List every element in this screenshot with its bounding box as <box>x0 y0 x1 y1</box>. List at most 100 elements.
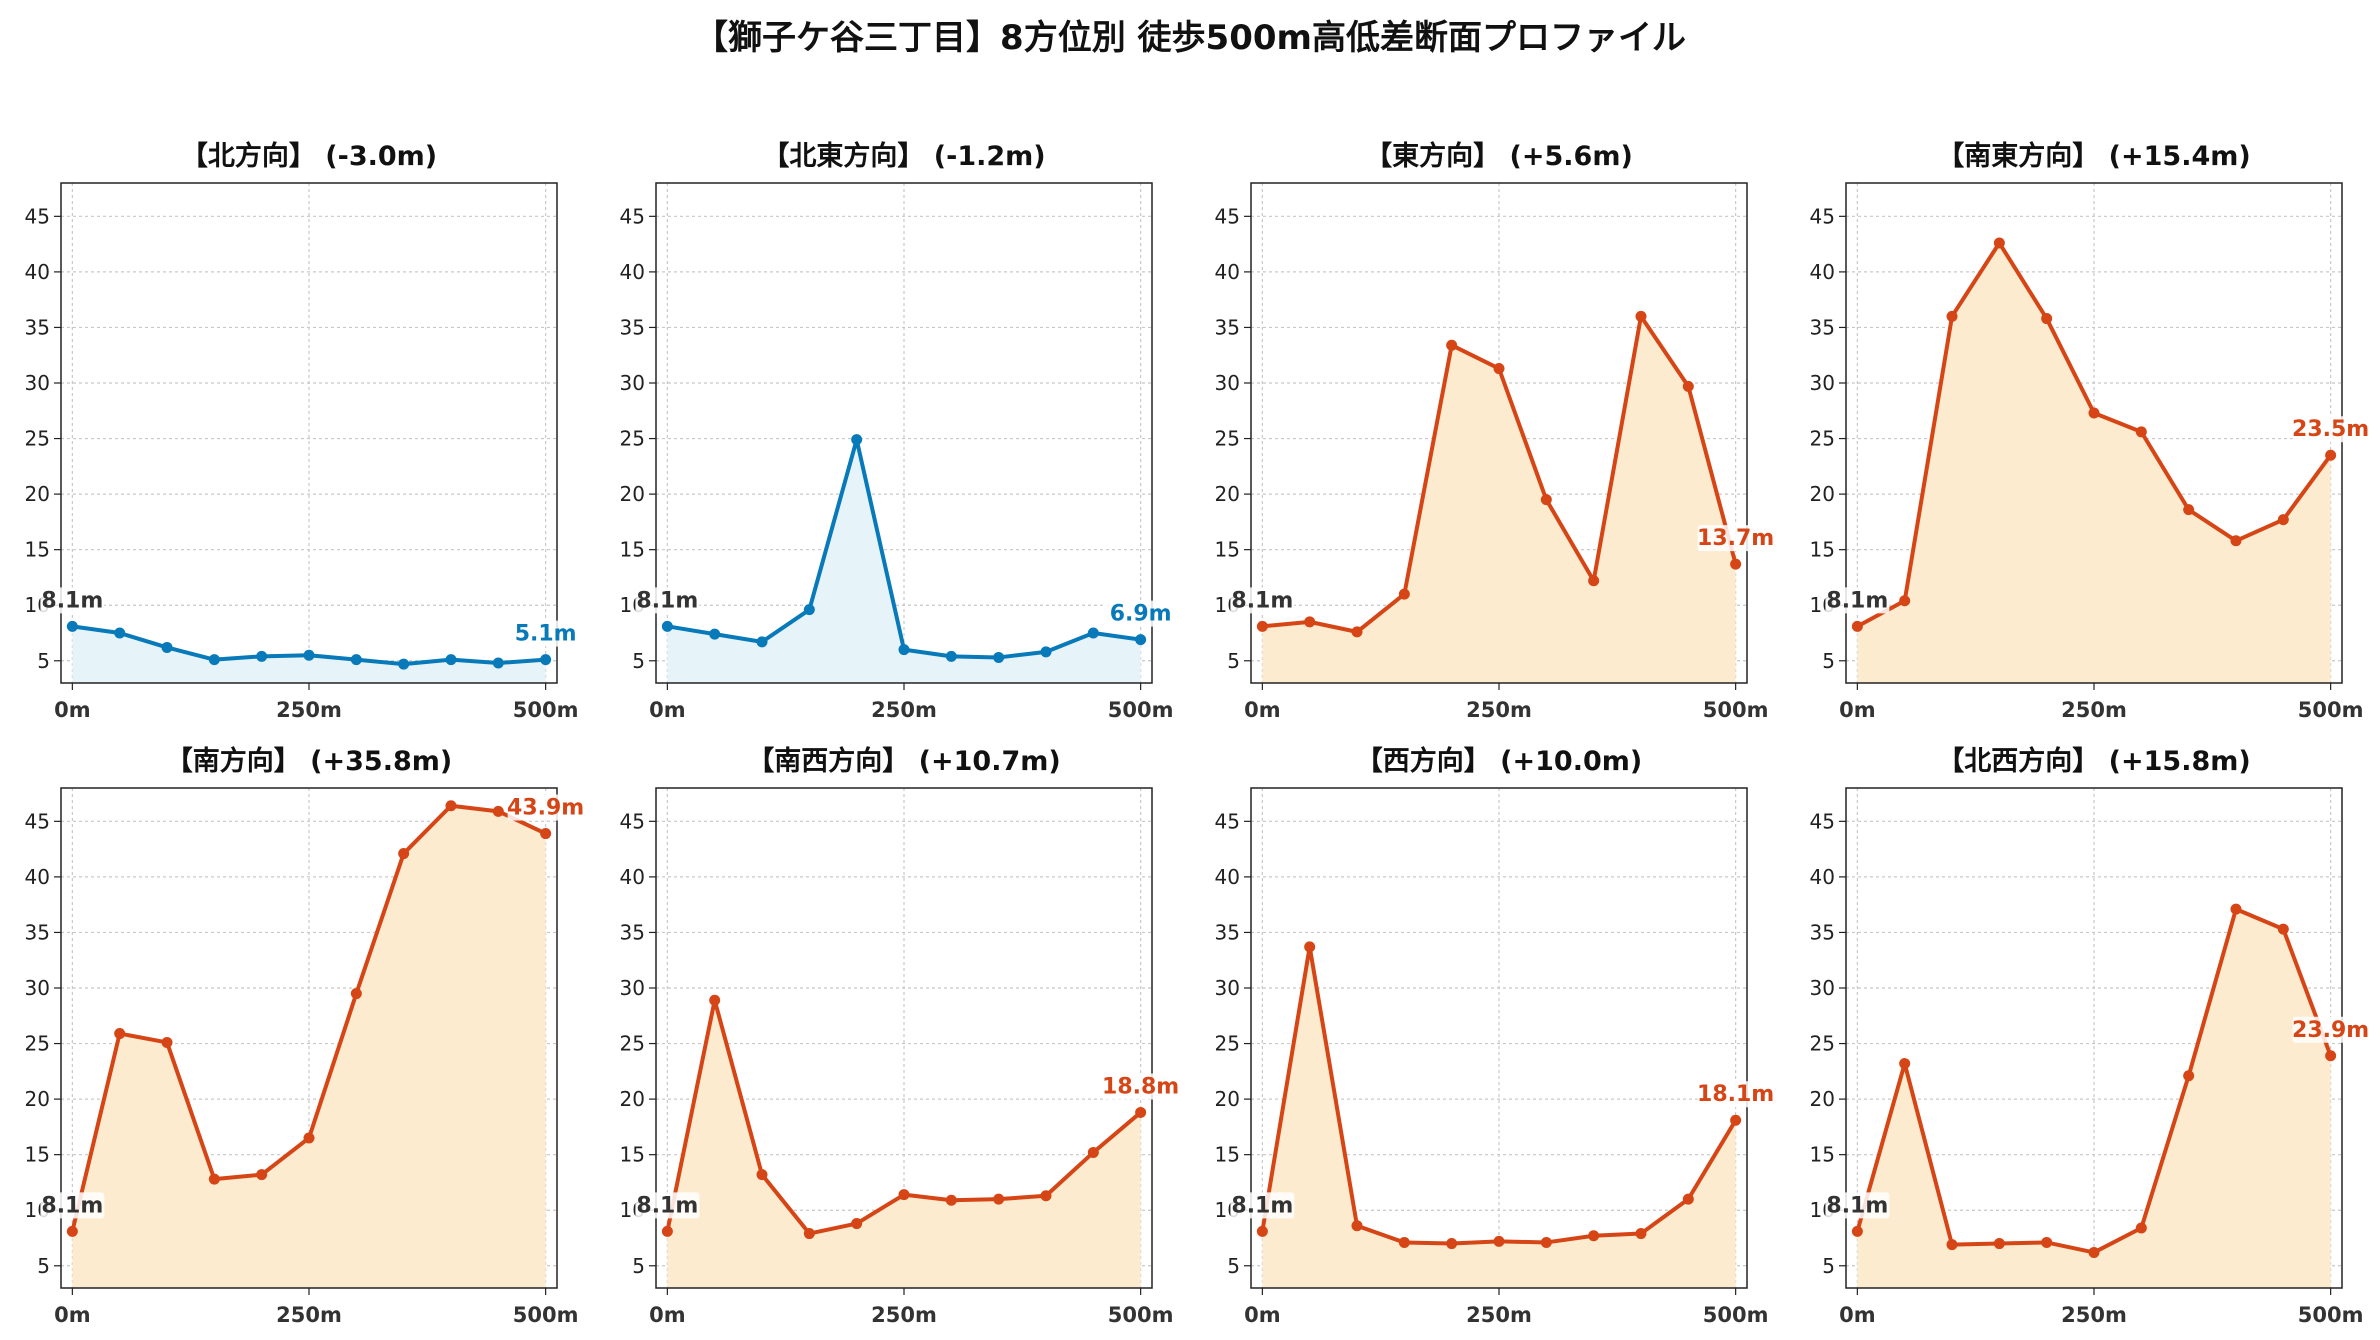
y-tick-label: 45 <box>620 204 645 228</box>
data-point <box>1493 1235 1505 1247</box>
profile-area <box>667 1000 1141 1288</box>
x-tick-label: 0m <box>54 698 91 722</box>
y-tick-label: 5 <box>1822 1254 1835 1278</box>
data-point <box>1087 1146 1099 1158</box>
x-tick-label: 250m <box>276 1303 342 1327</box>
figure-title: 【獅子ケ谷三丁目】8方位別 徒歩500m高低差断面プロファイル <box>694 18 1686 58</box>
data-point <box>993 651 1005 663</box>
data-point <box>803 604 815 616</box>
data-point <box>945 1194 957 1206</box>
x-tick-label: 250m <box>2061 1303 2127 1327</box>
x-tick-label: 0m <box>649 1303 686 1327</box>
subplot-title: 【北方向】 (-3.0m) <box>181 140 437 172</box>
data-point <box>1398 1236 1410 1248</box>
data-point <box>898 644 910 656</box>
start-elevation-label: 8.1m <box>41 1193 103 1218</box>
y-tick-label: 35 <box>25 920 50 944</box>
y-tick-label: 5 <box>1227 649 1240 673</box>
data-point <box>993 1193 1005 1205</box>
x-tick-label: 500m <box>513 1303 579 1327</box>
y-tick-label: 15 <box>1215 1143 1240 1167</box>
start-elevation-label: 8.1m <box>636 1193 698 1218</box>
data-point <box>1899 595 1911 607</box>
y-tick-label: 30 <box>1810 371 1835 395</box>
y-tick-label: 40 <box>1810 865 1835 889</box>
x-tick-label: 500m <box>1108 1303 1174 1327</box>
end-elevation-label: 23.9m <box>2292 1018 2369 1043</box>
y-tick-label: 45 <box>1215 204 1240 228</box>
y-tick-label: 40 <box>620 865 645 889</box>
y-tick-label: 25 <box>620 1032 645 1056</box>
data-point <box>66 1225 78 1237</box>
start-label-box <box>40 1192 105 1219</box>
y-tick-label: 20 <box>1810 482 1835 506</box>
data-point <box>1635 1228 1647 1240</box>
y-tick-label: 20 <box>1215 1087 1240 1111</box>
x-tick-label: 500m <box>2298 1303 2364 1327</box>
data-point <box>1256 1225 1268 1237</box>
data-point <box>1946 310 1958 322</box>
y-tick-label: 30 <box>1215 976 1240 1000</box>
profile-area <box>1857 243 2331 683</box>
end-label-box <box>1697 1081 1774 1108</box>
end-elevation-label: 18.1m <box>1697 1082 1774 1107</box>
start-label-box <box>40 587 105 614</box>
x-tick-label: 500m <box>1703 1303 1769 1327</box>
data-point <box>1087 627 1099 639</box>
data-point <box>1946 1239 1958 1251</box>
y-tick-label: 20 <box>1810 1087 1835 1111</box>
y-tick-label: 45 <box>1810 809 1835 833</box>
data-point <box>709 628 721 640</box>
y-tick-label: 20 <box>1215 482 1240 506</box>
y-tick-label: 5 <box>632 649 645 673</box>
subplot-title: 【西方向】 (+10.0m) <box>1356 745 1642 777</box>
y-tick-label: 25 <box>25 1032 50 1056</box>
end-label-box <box>1102 1073 1179 1100</box>
x-tick-label: 0m <box>1839 698 1876 722</box>
y-tick-label: 35 <box>620 920 645 944</box>
start-elevation-label: 8.1m <box>1231 1193 1293 1218</box>
data-point <box>803 1228 815 1240</box>
y-tick-label: 25 <box>1215 1032 1240 1056</box>
y-tick-label: 20 <box>25 482 50 506</box>
data-point <box>756 1169 768 1181</box>
start-elevation-label: 8.1m <box>1231 588 1293 613</box>
start-label-box <box>1230 1192 1295 1219</box>
x-tick-label: 250m <box>276 698 342 722</box>
y-tick-label: 35 <box>1810 920 1835 944</box>
data-point <box>2088 1246 2100 1258</box>
data-point <box>66 620 78 632</box>
data-point <box>1635 310 1647 322</box>
y-tick-label: 35 <box>1215 315 1240 339</box>
data-point <box>1351 1220 1363 1232</box>
start-label-box <box>1825 1192 1890 1219</box>
data-point <box>709 994 721 1006</box>
subplot-title: 【南東方向】 (+15.4m) <box>1937 140 2250 172</box>
data-point <box>398 658 410 670</box>
data-point <box>161 641 173 653</box>
data-point <box>1304 616 1316 628</box>
data-point <box>350 988 362 1000</box>
y-tick-label: 25 <box>1215 427 1240 451</box>
x-tick-label: 0m <box>54 1303 91 1327</box>
data-point <box>1540 494 1552 506</box>
x-tick-label: 250m <box>871 698 937 722</box>
y-tick-label: 20 <box>620 1087 645 1111</box>
y-tick-label: 30 <box>25 371 50 395</box>
data-point <box>1993 237 2005 249</box>
y-tick-label: 40 <box>1215 865 1240 889</box>
data-point <box>1993 1238 2005 1250</box>
data-point <box>256 650 268 662</box>
data-point <box>1588 1230 1600 1242</box>
x-tick-label: 500m <box>1108 698 1174 722</box>
x-tick-label: 250m <box>871 1303 937 1327</box>
y-tick-label: 45 <box>620 809 645 833</box>
data-point <box>851 434 863 446</box>
data-point <box>208 1173 220 1185</box>
